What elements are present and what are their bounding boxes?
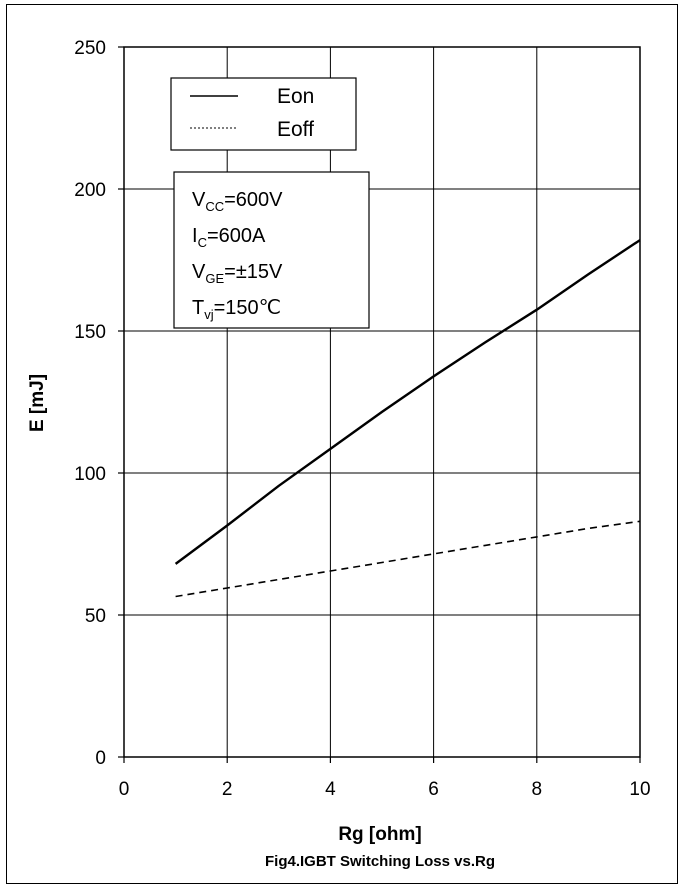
x-tick-label: 4 — [325, 779, 336, 800]
y-tick-label: 100 — [74, 464, 106, 485]
condition-ic: IC=600A — [192, 225, 266, 250]
figure-frame — [6, 4, 678, 884]
y-tick-label: 200 — [74, 180, 106, 201]
y-tick-label: 150 — [74, 322, 106, 343]
series-lines — [174, 239, 641, 598]
conditions-box: VCC=600V IC=600A VGE=±15V Tvj=150℃ — [173, 171, 370, 329]
x-tick-label: 6 — [428, 779, 439, 800]
series-line-eoff — [175, 520, 641, 598]
y-tick-label: 50 — [85, 606, 106, 627]
x-tick-label: 8 — [532, 779, 543, 800]
x-tick-label: 0 — [119, 779, 130, 800]
condition-vge: VGE=±15V — [192, 261, 283, 286]
x-tick-label: 2 — [222, 779, 233, 800]
plot-area — [123, 46, 641, 758]
grid-lines — [124, 47, 640, 757]
y-tick-label: 0 — [95, 748, 106, 769]
legend: Eon Eoff — [170, 77, 357, 151]
legend-label-eon: Eon — [277, 85, 314, 108]
y-axis-title: E [mJ] — [27, 374, 48, 432]
x-axis-title: Rg [ohm] — [338, 824, 421, 845]
figure-caption: Fig4.IGBT Switching Loss vs.Rg — [265, 853, 495, 870]
condition-vcc: VCC=600V — [192, 189, 283, 214]
series-line-eon — [174, 239, 641, 565]
x-tick-label: 10 — [629, 779, 650, 800]
legend-label-eoff: Eoff — [277, 118, 314, 141]
condition-tvj: Tvj=150℃ — [192, 297, 281, 322]
y-tick-label: 250 — [74, 38, 106, 59]
